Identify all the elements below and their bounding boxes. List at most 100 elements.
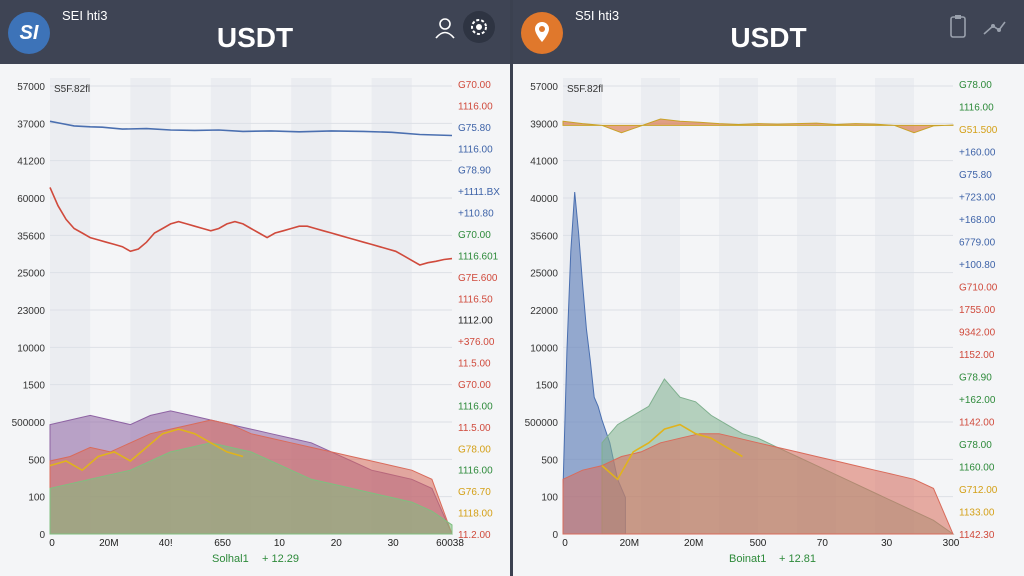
series-line [49, 120, 453, 137]
y-tick-label: 57000 [17, 82, 45, 93]
left-logo-text: SI [19, 22, 39, 44]
y-tick-label: 41200 [17, 157, 45, 168]
right-value-label: 6779.00 [959, 238, 996, 249]
y-tick-label: 1500 [23, 381, 46, 392]
series-line [49, 428, 244, 472]
y-tick-label: 23000 [17, 306, 45, 317]
pin-logo-icon [535, 22, 549, 42]
right-value-label: 11.5.00 [458, 359, 491, 370]
left-chart: 5700037000412006000035600250002300010000… [12, 78, 500, 565]
y-tick-label: 39000 [530, 119, 558, 130]
settings-gear-icon[interactable] [462, 10, 496, 44]
y-tick-label: 25000 [17, 269, 45, 280]
right-value-label: G70.00 [458, 380, 491, 391]
corner-label: S5F.82fl [567, 84, 603, 95]
right-value-label: G710.00 [959, 283, 998, 294]
series-line [601, 423, 743, 481]
right-value-label: +160.00 [959, 148, 996, 159]
network-icon[interactable] [979, 14, 1009, 42]
x-tick-label: 300 [943, 538, 960, 549]
y-tick-label: 35600 [530, 231, 558, 242]
x-tick-label: 20M [620, 538, 639, 549]
series-area [562, 433, 954, 535]
right-value-label: 1116.00 [458, 144, 493, 155]
right-logo [521, 12, 563, 54]
right-value-label: G78.00 [959, 440, 992, 451]
x-tick-label: 70 [817, 538, 829, 549]
right-value-label: 1160.00 [959, 463, 995, 474]
footer-value: + 12.29 [262, 553, 299, 565]
right-value-label: G70.00 [458, 80, 491, 91]
series-line [49, 187, 453, 266]
left-logo: SI [8, 12, 50, 54]
x-tick-label: 60038 [436, 538, 464, 549]
right-value-label: G78.90 [959, 373, 992, 384]
clipboard-icon[interactable] [943, 14, 973, 42]
right-value-label: +162.00 [959, 395, 996, 406]
right-value-label: G75.80 [959, 170, 992, 181]
right-value-label: G75.80 [458, 123, 491, 134]
right-value-label: G70.00 [458, 230, 491, 241]
y-tick-label: 60000 [17, 194, 45, 205]
corner-label: S5F.82fl [54, 84, 90, 95]
right-value-label: +1111.BX [458, 187, 500, 198]
right-value-label: 1116.00 [959, 103, 994, 114]
right-value-label: +110.80 [458, 209, 494, 220]
right-value-label: 1116.50 [458, 294, 493, 305]
right-value-label: 11.5.00 [458, 423, 491, 434]
right-chart: 57000 39000 41000 40000 35600 25000 22000 10000… [525, 78, 998, 565]
right-value-label: 1112.00 [458, 316, 493, 327]
right-value-label: +376.00 [458, 337, 495, 348]
y-tick-label: 25000 [530, 269, 558, 280]
right-value-label: 1133.00 [959, 508, 995, 519]
user-icon[interactable] [430, 14, 460, 42]
right-value-label: 1755.00 [959, 305, 996, 316]
right-value-label: +168.00 [959, 215, 996, 226]
right-value-label: G51.500 [959, 125, 998, 136]
right-value-label: 1116.00 [458, 401, 493, 412]
y-tick-label: 1500 [536, 381, 559, 392]
y-tick-label: 57000 [530, 82, 558, 93]
y-tick-label: 40000 [530, 194, 558, 205]
right-value-label: G78.00 [959, 80, 992, 91]
right-value-label: G78.00 [458, 444, 491, 455]
right-value-label: 1116.601 [458, 251, 499, 262]
left-pair-label: SEI hti3 [62, 8, 108, 23]
grid-band [371, 78, 412, 534]
y-tick-label: 0 [552, 530, 558, 541]
x-tick-label: 30 [388, 538, 400, 549]
y-tick-label: 22000 [530, 306, 558, 317]
y-tick-label: 500000 [525, 418, 559, 429]
right-value-label: +723.00 [959, 193, 996, 204]
y-tick-label: 500 [541, 455, 558, 466]
right-chart-panel: S5I hti3 USDT 57000 39000 41000 40000 35600 2… [513, 0, 1024, 576]
right-value-label: 1118.00 [458, 509, 493, 520]
x-tick-label: 0 [562, 538, 568, 549]
right-value-label: G76.70 [458, 487, 491, 498]
footer-label: Solhal1 [212, 553, 249, 565]
x-tick-label: 650 [214, 538, 231, 549]
right-value-label: 1142.30 [959, 530, 995, 541]
x-tick-label: 0 [49, 538, 55, 549]
y-tick-label: 37000 [17, 119, 45, 130]
series-area [49, 442, 453, 535]
right-value-label: G712.00 [959, 485, 998, 496]
y-tick-label: 41000 [530, 157, 558, 168]
left-chart-panel: SI SEI hti3 USDT 57000 37000 41200 60000 356… [0, 0, 510, 576]
x-tick-label: 10 [274, 538, 286, 549]
y-tick-label: 500 [28, 455, 45, 466]
y-tick-label: 0 [39, 530, 45, 541]
footer-label: Boinat1 [729, 553, 766, 565]
x-tick-label: 40! [159, 538, 173, 549]
y-tick-label: 100 [28, 493, 45, 504]
right-value-label: G7E.600 [458, 273, 498, 284]
x-tick-label: 30 [881, 538, 893, 549]
series-band [562, 118, 954, 134]
y-tick-label: 10000 [530, 343, 558, 354]
right-value-label: 1152.00 [959, 350, 995, 361]
right-value-label: 9342.00 [959, 328, 996, 339]
left-header: SI SEI hti3 USDT [0, 0, 510, 64]
right-header: S5I hti3 USDT [513, 0, 1024, 64]
y-tick-label: 500000 [12, 418, 46, 429]
y-tick-label: 10000 [17, 343, 45, 354]
